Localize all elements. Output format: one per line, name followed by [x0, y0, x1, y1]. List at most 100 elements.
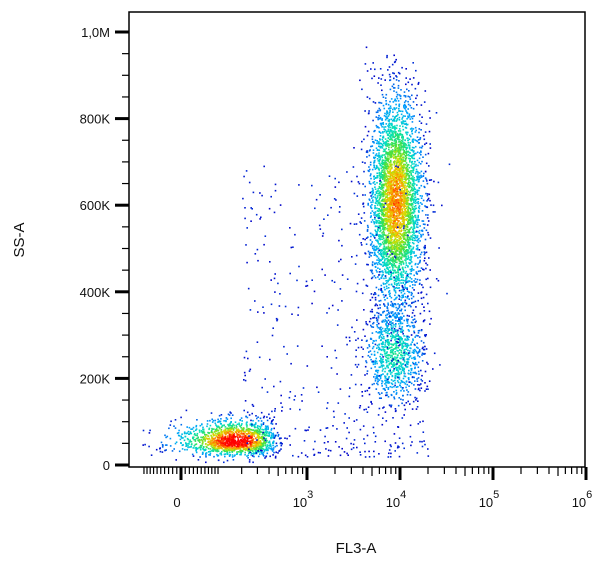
event-point [407, 81, 410, 84]
event-point [419, 261, 421, 263]
event-point [226, 437, 229, 440]
event-point [259, 453, 261, 455]
event-point [397, 224, 399, 226]
event-point [258, 437, 261, 439]
event-point [405, 198, 408, 201]
event-point [237, 439, 240, 441]
event-point [386, 194, 389, 197]
event-point [373, 293, 375, 296]
event-point [422, 199, 425, 202]
event-point [401, 176, 403, 178]
event-point [398, 143, 401, 146]
event-point [377, 213, 380, 215]
event-point [162, 444, 164, 447]
event-point [228, 433, 231, 436]
event-point [272, 432, 275, 435]
event-point [397, 253, 399, 256]
event-point [383, 198, 385, 201]
event-point [398, 110, 400, 112]
event-point [217, 439, 220, 442]
event-point [260, 420, 263, 422]
event-point [383, 209, 385, 211]
event-point [378, 259, 380, 261]
event-point [400, 274, 402, 277]
event-point [419, 225, 421, 227]
event-point [406, 192, 408, 194]
event-point [245, 415, 247, 418]
event-point [395, 251, 397, 254]
event-point [223, 420, 225, 422]
event-point [242, 447, 245, 450]
event-point [390, 239, 393, 241]
event-point [159, 450, 162, 453]
event-point [231, 456, 234, 458]
event-point [214, 441, 216, 443]
event-point [400, 299, 402, 301]
event-point [391, 131, 393, 134]
event-point [393, 195, 395, 198]
event-point [378, 152, 380, 154]
event-point [381, 145, 384, 147]
event-point [369, 310, 372, 313]
event-point [382, 356, 384, 358]
event-point [414, 202, 417, 204]
event-point [380, 155, 383, 157]
event-point [380, 277, 383, 279]
event-point [384, 217, 386, 220]
event-point [225, 420, 227, 423]
event-point [196, 434, 198, 437]
event-point [410, 265, 413, 268]
event-point [413, 208, 415, 210]
event-point [403, 292, 406, 295]
event-point [188, 441, 191, 443]
event-point [272, 419, 274, 421]
event-point [413, 198, 416, 201]
event-point [391, 244, 394, 246]
event-point [384, 241, 386, 244]
event-point [231, 414, 234, 416]
event-point [228, 455, 231, 457]
event-point [239, 445, 241, 448]
event-point [353, 147, 355, 149]
event-point [252, 438, 254, 440]
event-point [386, 214, 389, 216]
event-point [402, 233, 404, 235]
event-point [418, 232, 421, 234]
event-point [381, 156, 383, 159]
event-point [247, 457, 249, 459]
event-point [389, 126, 392, 129]
event-point [377, 160, 380, 162]
event-point [187, 438, 189, 441]
event-point [376, 207, 378, 210]
event-point [401, 174, 404, 177]
event-point [398, 247, 400, 249]
event-point [395, 280, 397, 282]
event-point [234, 437, 236, 439]
event-point [372, 196, 375, 198]
event-point [234, 436, 237, 438]
event-point [195, 428, 198, 430]
event-point [397, 130, 400, 132]
event-point [247, 440, 250, 443]
event-point [418, 128, 421, 130]
event-point [212, 449, 214, 451]
event-point [215, 425, 218, 427]
event-point [397, 138, 400, 141]
event-point [379, 157, 382, 159]
event-point [226, 430, 228, 433]
event-point [392, 256, 394, 259]
event-point [398, 256, 401, 258]
event-point [428, 130, 431, 133]
event-point [207, 435, 210, 437]
event-point [416, 272, 418, 275]
event-point [245, 447, 247, 450]
event-point [387, 263, 389, 265]
event-point [378, 253, 380, 255]
event-point [401, 167, 403, 170]
event-point [432, 204, 435, 207]
event-point [259, 440, 262, 442]
event-point [362, 238, 364, 240]
event-point [375, 239, 377, 241]
event-point [382, 213, 384, 215]
event-point [398, 178, 400, 181]
